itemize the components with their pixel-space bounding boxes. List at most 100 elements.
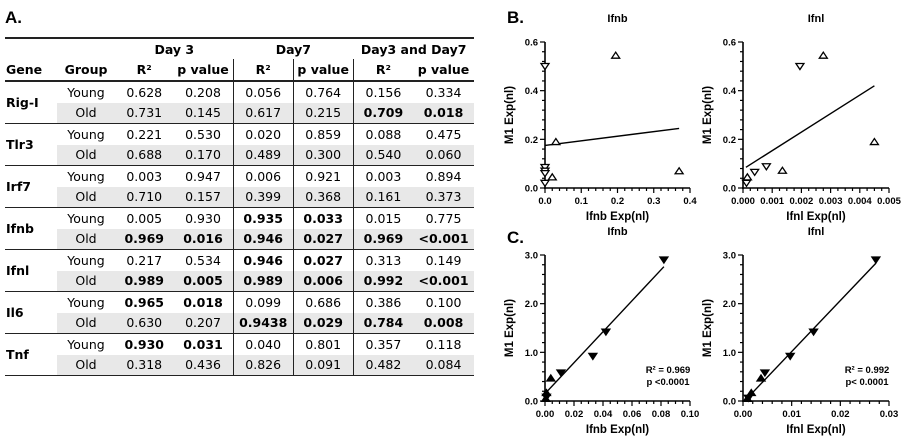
table-row: Tlr3 Young 0.221 0.530 0.020 0.859 0.088 0.475	[5, 123, 474, 166]
r2-value: 0.630	[115, 312, 174, 334]
p-value: 0.215	[292, 102, 354, 124]
column-header-group: Group	[56, 59, 116, 82]
group-name: Young	[67, 84, 105, 100]
x-tick-label: 0.04	[594, 409, 613, 420]
r2-value: 0.688	[115, 144, 174, 166]
y-tick-label: 0.0	[525, 397, 538, 408]
group-name: Old	[56, 144, 116, 166]
p-value: 0.006	[292, 270, 354, 292]
group-name: Old	[56, 228, 116, 250]
p-value: 0.368	[292, 186, 354, 208]
data-point-up-triangle	[547, 172, 558, 181]
y-axis-label: M1 Exp(nl)	[504, 299, 516, 357]
gene-name: Ifnl	[5, 249, 57, 292]
r2-value: 0.003	[126, 168, 163, 184]
x-tick-label: 0.1	[575, 196, 589, 207]
column-header-pvalue: p value	[173, 59, 234, 82]
r2-value: 0.965	[124, 294, 164, 310]
data-point-up-triangle	[541, 388, 552, 397]
group-header-day7: Day7	[233, 37, 354, 59]
r2-value: 0.709	[352, 102, 414, 124]
column-header-r2: R²	[115, 59, 174, 82]
r-squared-annotation: R² = 0.969	[646, 365, 691, 376]
gene-name: Tlr3	[5, 123, 57, 166]
x-tick-label: 0.2	[611, 196, 624, 207]
regression-line	[745, 85, 875, 168]
panel-c-label: C.	[507, 228, 524, 247]
group-name: Young	[67, 168, 105, 184]
x-axis-label: Ifnb Exp(nl)	[586, 211, 649, 223]
p-value: 0.145	[173, 102, 234, 124]
p-value: 0.686	[292, 291, 354, 313]
p-value: 0.947	[185, 168, 221, 184]
r2-value: 0.006	[232, 165, 294, 187]
p-value: 0.100	[425, 294, 462, 310]
x-tick-label: 0.003	[819, 196, 843, 207]
x-tick-label: 0.002	[790, 196, 814, 207]
group-name: Young	[67, 210, 105, 226]
r2-value: 0.156	[352, 81, 414, 103]
p-value: 0.008	[413, 312, 474, 334]
p-value: 0.005	[173, 270, 234, 292]
y-tick-label: 0.0	[723, 184, 736, 195]
chart-title: Ifnb	[607, 226, 627, 238]
p-value: 0.894	[425, 168, 462, 184]
data-point-down-triangle	[587, 352, 599, 361]
column-header-r2: R²	[232, 59, 294, 82]
y-tick-label: 0.0	[723, 397, 736, 408]
x-tick-label: 0.03	[880, 409, 899, 420]
r2-value: 0.710	[115, 186, 174, 208]
chart-title: Ifnl	[808, 13, 825, 25]
chart-b-ifnb: Ifnb 0.0 0.2 0.4 0.6 0.0 0.1 0.2 0.3 0.4 Ifnb Exp(…	[504, 13, 697, 223]
regression-line	[544, 127, 680, 147]
table-row: Old 0.630 0.207 0.9438 0.029 0.784 0.008	[5, 312, 474, 334]
data-point-down-triangle	[808, 328, 819, 337]
r2-value: 0.969	[115, 228, 174, 250]
column-header-r2: R²	[352, 59, 414, 82]
data-point-down-triangle	[600, 328, 612, 337]
group-name: Old	[56, 312, 116, 334]
table-row: Tnf Young 0.930 0.031 0.040 0.801 0.357 0.118	[5, 333, 474, 376]
p-value: 0.029	[292, 312, 354, 334]
chart-title: Ifnb	[607, 13, 627, 25]
chart-c-ifnb: Ifnb 0.0 1.0 2.0 3.0 0.00 0.02 0.04 0.06 0.08 0.10…	[504, 226, 699, 436]
table-row: Ifnl Young 0.217 0.534 0.946 0.027 0.313 0.149	[5, 249, 474, 292]
p-value: 0.018	[183, 294, 223, 310]
data-point-up-triangle	[673, 166, 685, 175]
table-row: Old 0.688 0.170 0.489 0.300 0.540 0.060	[5, 144, 474, 166]
x-tick-label: 0.4	[683, 196, 697, 207]
y-tick-label: 0.0	[525, 184, 538, 195]
gene-name: Ifnb	[5, 207, 57, 250]
r2-value: 0.935	[232, 207, 294, 229]
y-tick-label: 1.0	[723, 348, 736, 359]
x-tick-label: 0.01	[782, 409, 801, 420]
x-tick-label: 0.004	[848, 196, 872, 207]
p-value: 0.534	[185, 252, 221, 268]
p-value: 0.091	[292, 354, 354, 376]
group-name: Old	[56, 186, 116, 208]
p-value: 0.764	[292, 81, 354, 103]
x-axis-label: Ifnl Exp(nl)	[786, 211, 846, 223]
p-value: <0.001	[413, 228, 474, 250]
chart-c-ifnl: Ifnl 0.0 1.0 2.0 3.0 0.00 0.01 0.02 0.03 Ifnl Exp…	[702, 226, 898, 436]
data-point-down-triangle	[761, 163, 772, 171]
x-tick-label: 0.001	[760, 196, 784, 207]
r2-value: 0.992	[352, 270, 414, 292]
x-tick-label: 0.08	[652, 409, 671, 420]
group-header-day3: Day 3	[115, 37, 234, 59]
data-point-up-triangle	[610, 51, 621, 59]
r2-value: 0.161	[352, 186, 414, 208]
r2-value: 0.969	[352, 228, 414, 250]
panel-a-label: A.	[5, 8, 22, 27]
p-value: 0.060	[413, 144, 474, 166]
r2-value: 0.826	[232, 354, 294, 376]
r2-value: 0.399	[232, 186, 294, 208]
p-value: 0.921	[292, 165, 354, 187]
x-tick-label: 0.00	[734, 409, 753, 420]
r2-value: 0.217	[126, 252, 163, 268]
r2-value: 0.386	[352, 291, 414, 313]
r2-value: 0.221	[126, 126, 163, 142]
header-blank	[5, 37, 57, 59]
group-header-day3-day7: Day3 and Day7	[353, 37, 474, 59]
x-tick-label: 0.02	[831, 409, 850, 420]
